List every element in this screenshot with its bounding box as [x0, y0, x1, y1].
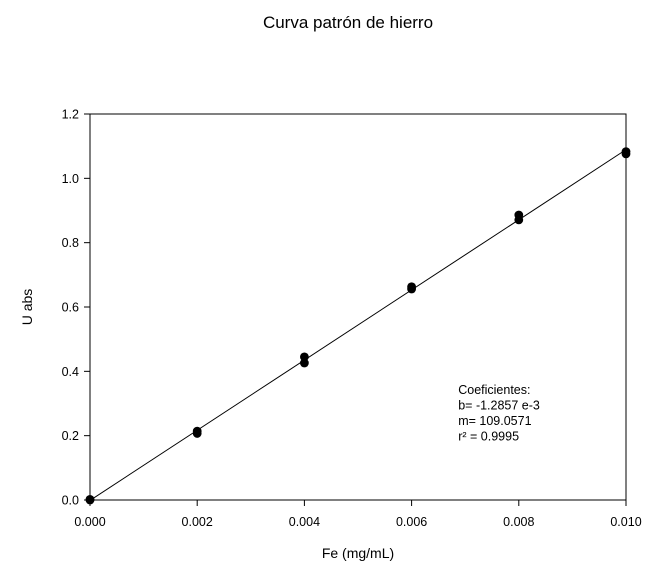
x-tick-label: 0.004	[289, 515, 320, 529]
annotation-line-1: Coeficientes:	[458, 383, 530, 397]
x-tick-label: 0.006	[396, 515, 427, 529]
y-tick-label: 0.8	[62, 236, 79, 250]
y-tick-label: 0.0	[62, 494, 79, 508]
data-point	[85, 494, 95, 504]
y-tick-label: 1.2	[62, 108, 79, 122]
y-tick-label: 0.6	[62, 301, 79, 315]
y-tick-label: 0.4	[62, 365, 79, 379]
annotation-line-2: b= -1.2857 e-3	[458, 398, 540, 412]
data-point	[300, 352, 309, 362]
x-tick-label: 0.010	[610, 515, 641, 529]
x-tick-label: 0.008	[503, 515, 534, 529]
x-tick-label: 0.002	[182, 515, 213, 529]
x-axis-ticks: 0.000 0.002 0.004 0.006 0.008 0.010	[74, 500, 642, 529]
data-point	[192, 426, 202, 436]
plot-frame	[89, 113, 627, 501]
y-axis-ticks: 0.0 0.2 0.4 0.6 0.8 1.0 1.2	[62, 108, 90, 508]
data-point	[300, 358, 309, 368]
x-tick-label: 0.000	[74, 515, 105, 529]
x-axis-label: Fe (mg/mL)	[322, 545, 394, 561]
y-tick-label: 1.0	[62, 172, 79, 186]
annotation-line-3: m= 109.0571	[458, 414, 531, 428]
data-point	[407, 282, 416, 292]
y-tick-label: 0.2	[62, 429, 79, 443]
y-axis-label: U abs	[19, 289, 35, 326]
data-points	[85, 147, 631, 505]
chart-title: Curva patrón de hierro	[263, 13, 433, 32]
regression-line	[89, 149, 627, 501]
annotation-line-4: r² = 0.9995	[458, 429, 519, 443]
data-point	[621, 147, 631, 157]
data-point	[514, 210, 524, 220]
coefficients-annotation: Coeficientes: b= -1.2857 e-3 m= 109.0571…	[458, 383, 540, 444]
